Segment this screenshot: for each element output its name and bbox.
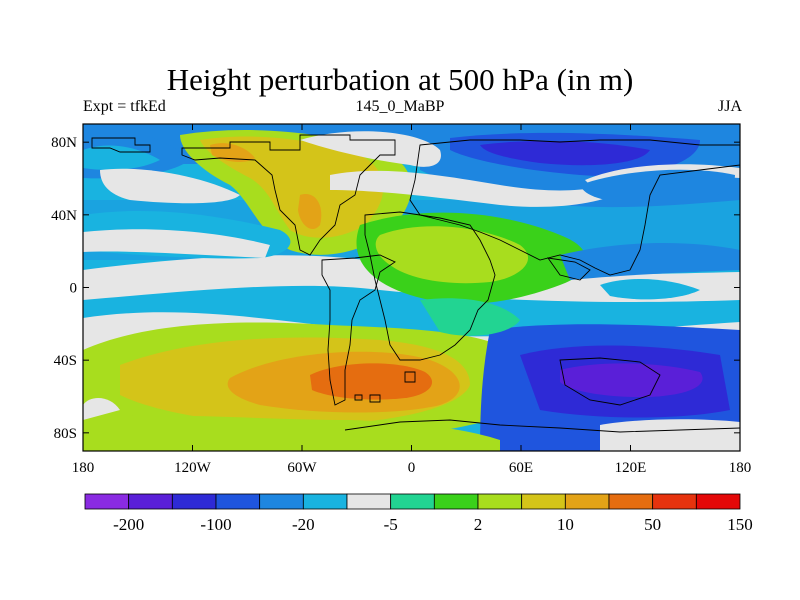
colorbar-label: 150: [727, 515, 753, 534]
colorbar-swatch: [84, 493, 130, 510]
plot-title: Height perturbation at 500 hPa (in m): [166, 62, 634, 97]
x-tick-label: 0: [408, 460, 416, 476]
x-tick-label: 60W: [287, 460, 317, 476]
colorbar-swatch: [608, 493, 654, 510]
season-label: JJA: [717, 98, 742, 115]
colorbar-label: 10: [557, 515, 574, 534]
x-tick-label: 180: [729, 460, 752, 476]
experiment-label: Expt = tfkEd: [83, 98, 166, 115]
colorbar-label: -5: [384, 515, 398, 534]
colorbar-swatch: [259, 493, 304, 510]
y-tick-label: 80S: [54, 426, 77, 442]
colorbar-swatch: [171, 493, 217, 510]
axis-ticks: 180 120W 60W 0 60E 120E 180 80N 40N 0 40S 80S: [51, 124, 751, 476]
colorbar-label: -200: [113, 515, 144, 534]
colorbar-label: 2: [474, 515, 483, 534]
colorbar-label: -100: [200, 515, 231, 534]
period-label: 145_0_MaBP: [355, 98, 445, 115]
colorbar-swatch: [521, 493, 566, 510]
colorbar-swatch: [433, 493, 479, 510]
colorbar-swatch: [695, 493, 741, 510]
contour-field: [83, 124, 740, 451]
colorbar-swatch: [390, 493, 435, 510]
x-tick-label: 120E: [615, 460, 647, 476]
colorbar-swatch: [346, 493, 392, 510]
x-tick-label: 120W: [174, 460, 212, 476]
y-tick-label: 40N: [51, 208, 77, 224]
colorbar-label: 50: [644, 515, 661, 534]
colorbar-label: -20: [292, 515, 315, 534]
colorbar-swatch: [564, 493, 610, 510]
colorbar-swatch: [128, 493, 173, 510]
x-tick-label: 180: [72, 460, 95, 476]
y-tick-label: 80N: [51, 135, 77, 151]
colorbar-swatch: [652, 493, 697, 510]
x-tick-label: 60E: [509, 460, 533, 476]
colorbar-swatch: [215, 493, 261, 510]
coastlines: [91, 134, 740, 433]
y-tick-label: 0: [70, 281, 78, 297]
colorbar-swatch: [302, 493, 348, 510]
colorbar: -200 -100 -20 -5 2 10 50 150: [84, 493, 753, 534]
y-tick-label: 40S: [54, 353, 77, 369]
colorbar-swatch: [477, 493, 523, 510]
